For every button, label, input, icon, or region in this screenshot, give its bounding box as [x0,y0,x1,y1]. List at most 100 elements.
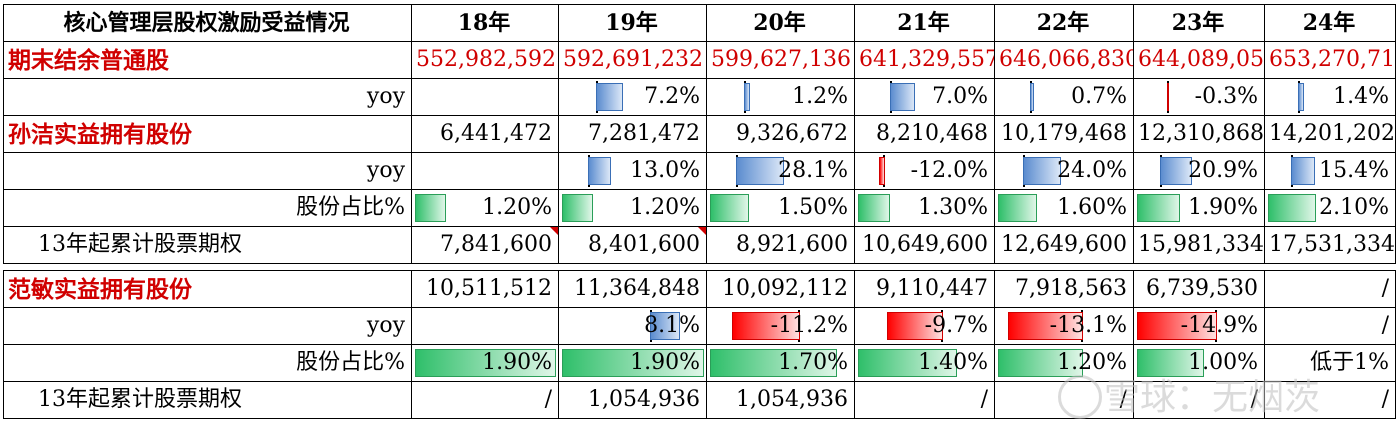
databar-cell[interactable]: 7.2% [558,78,707,116]
table-cell[interactable]: 646,066,830 [994,41,1134,79]
ratio-databar [998,194,1037,222]
row-label: 13年起累计股票期权 [3,381,412,419]
databar-cell[interactable] [411,152,559,190]
ratio-databar [858,194,890,222]
positive-databar [1291,157,1315,185]
row-label: 孙洁实益拥有股份 [3,115,412,153]
table-cell[interactable]: 8,210,468 [854,115,995,153]
year-header: 22年 [994,4,1134,42]
table-cell[interactable]: / [411,381,559,419]
table-cell[interactable]: 10,179,468 [994,115,1134,153]
databar-cell[interactable]: 1.20% [558,189,707,227]
year-header: 20年 [706,4,855,42]
databar-cell[interactable]: 13.0% [558,152,707,190]
databar-cell[interactable] [411,78,559,116]
databar-cell[interactable]: -14.9% [1133,307,1265,345]
databar-cell[interactable]: 1.50% [706,189,855,227]
databar-cell[interactable]: 2.10% [1264,189,1396,227]
year-header: 23年 [1133,4,1265,42]
table-cell[interactable]: 14,201,202 [1264,115,1396,153]
year-header: 24年 [1264,4,1396,42]
table-cell[interactable]: 10,092,112 [706,270,855,308]
row-label: 期末结余普通股 [3,41,412,79]
databar-cell[interactable]: 1.20% [411,189,559,227]
databar-cell[interactable]: 0.7% [994,78,1134,116]
table-cell[interactable]: 12,310,868 [1133,115,1265,153]
table-cell[interactable]: 641,329,557 [854,41,995,79]
table-cell[interactable]: 12,649,600 [994,226,1134,264]
comment-indicator[interactable] [698,227,706,235]
year-header: 19年 [558,4,707,42]
table-cell[interactable]: 8,401,600 [558,226,707,264]
databar-cell[interactable]: -0.3% [1133,78,1265,116]
positive-databar [744,83,750,111]
databar-cell[interactable]: 1.20% [994,344,1134,382]
table-cell[interactable]: 6,441,472 [411,115,559,153]
ratio-databar [710,349,837,377]
row-label: yoy [3,307,412,345]
databar-cell[interactable]: 7.0% [854,78,995,116]
databar-cell[interactable]: 1.40% [854,344,995,382]
databar-cell[interactable]: 1.90% [558,344,707,382]
databar-cell[interactable]: / [1264,307,1396,345]
ratio-databar [858,349,957,377]
table-cell[interactable]: 552,982,592 [411,41,559,79]
table-cell[interactable]: 599,627,136 [706,41,855,79]
table-cell[interactable]: 7,841,600 [411,226,559,264]
positive-databar [1030,83,1034,111]
equity-incentive-table: 核心管理层股权激励受益情况 18年 19年 20年 21年 22年 23年 24… [3,4,1396,419]
sunjie-yoy-row: yoy 13.0% 28.1% -12.0% 24.0% 20.9% 15.4% [3,152,1396,190]
databar-cell[interactable]: 28.1% [706,152,855,190]
databar-cell[interactable]: 1.60% [994,189,1134,227]
databar-cell[interactable]: 1.00% [1133,344,1265,382]
databar-cell[interactable]: -13.1% [994,307,1134,345]
table-cell[interactable]: / [1264,270,1396,308]
row-divider [3,263,1396,271]
databar-cell[interactable]: 1.90% [411,344,559,382]
table-cell[interactable]: 17,531,334 [1264,226,1396,264]
table-title: 核心管理层股权激励受益情况 [3,4,412,42]
negative-databar [1008,312,1083,340]
watermark-text: 雪球：无烟茨 [1104,377,1321,418]
table-cell[interactable]: 10,649,600 [854,226,995,264]
table-cell[interactable]: / [854,381,995,419]
table-cell[interactable]: 592,691,232 [558,41,707,79]
row-label: yoy [3,78,412,116]
table-cell[interactable]: 6,739,530 [1133,270,1265,308]
databar-cell[interactable]: 20.9% [1133,152,1265,190]
table-cell[interactable]: 9,326,672 [706,115,855,153]
row-label: 股份占比% [3,189,412,227]
table-cell[interactable]: / [1133,381,1265,419]
databar-cell[interactable]: 1.4% [1264,78,1396,116]
databar-cell[interactable]: 1.90% [1133,189,1265,227]
databar-cell[interactable]: -11.2% [706,307,855,345]
table-cell[interactable]: 11,364,848 [558,270,707,308]
databar-cell[interactable]: -12.0% [854,152,995,190]
databar-cell[interactable]: 1.70% [706,344,855,382]
table-cell[interactable]: 1,054,936 [706,381,855,419]
table-cell[interactable]: 644,089,050 [1133,41,1265,79]
table-cell[interactable]: 9,110,447 [854,270,995,308]
databar-cell[interactable]: 24.0% [994,152,1134,190]
databar-cell[interactable]: 8.1% [558,307,707,345]
table-cell[interactable]: 653,270,717 [1264,41,1396,79]
databar-cell[interactable]: 1.30% [854,189,995,227]
databar-cell[interactable]: 15.4% [1264,152,1396,190]
table-cell[interactable]: 10,511,512 [411,270,559,308]
databar-cell[interactable]: 1.2% [706,78,855,116]
databar-cell[interactable] [411,307,559,345]
databar-cell[interactable]: -9.7% [854,307,995,345]
header-row: 核心管理层股权激励受益情况 18年 19年 20年 21年 22年 23年 24… [3,4,1396,42]
table-cell[interactable]: 1,054,936 [558,381,707,419]
table-cell[interactable]: 7,281,472 [558,115,707,153]
comment-indicator[interactable] [550,227,558,235]
ratio-databar [562,194,593,222]
table-cell[interactable]: 7,918,563 [994,270,1134,308]
table-cell[interactable]: / [1264,381,1396,419]
total-shares-row: 期末结余普通股 552,982,592 592,691,232 599,627,… [3,41,1396,79]
table-cell[interactable]: 15,981,334 [1133,226,1265,264]
positive-databar [736,157,784,185]
table-cell[interactable]: 8,921,600 [706,226,855,264]
ratio-databar [415,349,556,377]
